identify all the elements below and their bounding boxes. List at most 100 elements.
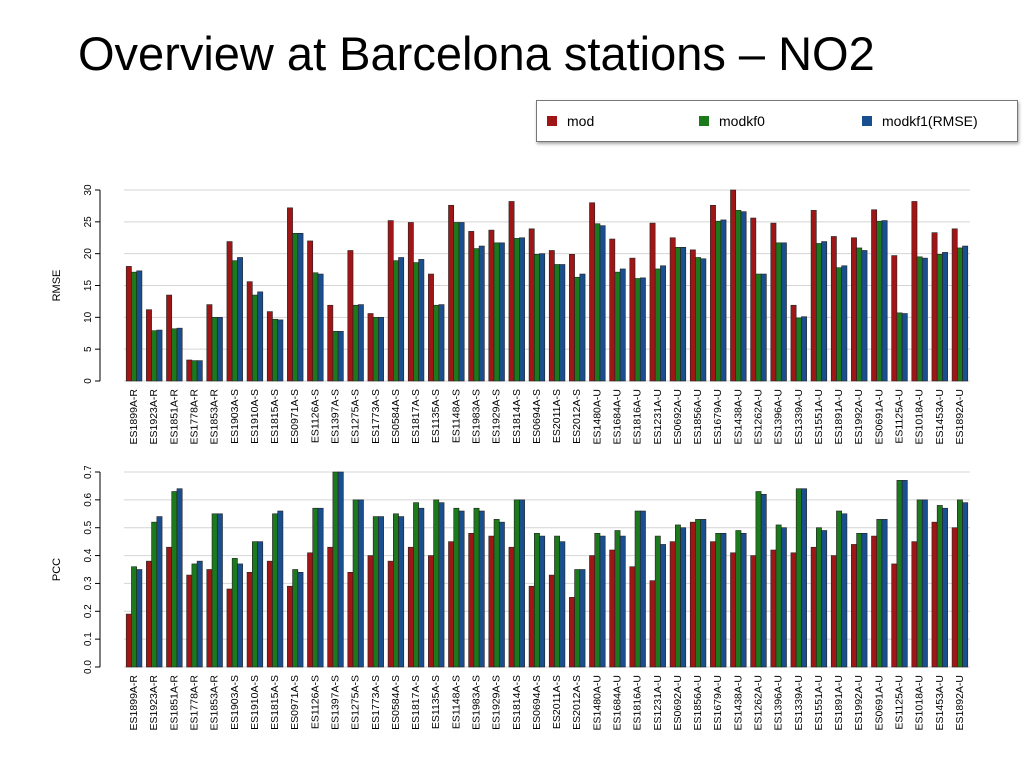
rmse-bar — [916, 256, 923, 382]
pcc-category-label: ES1018A-U — [914, 675, 926, 730]
pcc-bar — [654, 535, 661, 668]
pcc-bar — [211, 513, 218, 668]
rmse-bar — [931, 232, 938, 382]
rmse-bar — [312, 272, 319, 382]
rmse-bar — [171, 328, 178, 382]
pcc-category-label: ES1778A-R — [189, 675, 201, 731]
pcc-bar — [257, 541, 264, 668]
rmse-bar — [398, 257, 405, 382]
pcc-bar — [901, 480, 908, 668]
rmse-category-label: ES1851A-R — [168, 389, 180, 445]
pcc-bar — [609, 549, 616, 668]
pcc-bar — [266, 560, 273, 668]
pcc-bar — [810, 546, 817, 668]
rmse-ytick-label: 15 — [83, 280, 94, 292]
pcc-category-label: ES0692A-U — [672, 675, 684, 730]
rmse-bar — [569, 254, 575, 382]
rmse-bar — [871, 209, 878, 382]
pcc-category-label: ES1892A-U — [954, 675, 966, 730]
rmse-bar — [881, 220, 888, 382]
pcc-bar — [534, 532, 540, 668]
pcc-bar — [478, 510, 485, 668]
rmse-category-label: ES1135A-S — [430, 389, 442, 443]
pcc-ytick-label: 0.3 — [83, 576, 94, 590]
pcc-bar — [836, 510, 842, 668]
pcc-bar — [312, 507, 319, 668]
rmse-bar — [156, 329, 163, 382]
rmse-bar — [740, 211, 747, 382]
rmse-bar — [272, 318, 278, 382]
pcc-category-label: ES1899A-R — [128, 675, 140, 731]
pcc-bar — [770, 549, 777, 668]
pcc-bar — [871, 535, 878, 668]
pcc-bar — [125, 613, 132, 668]
pcc-bar — [413, 502, 419, 668]
rmse-bar — [508, 201, 515, 382]
rmse-bar — [146, 309, 152, 382]
rmse-bar — [196, 360, 203, 382]
rmse-bar — [609, 238, 616, 382]
rmse-bar — [407, 222, 414, 382]
legend-swatch-modkf1 — [862, 116, 872, 126]
rmse-bar — [534, 254, 540, 382]
rmse-bar — [211, 317, 218, 382]
rmse-bar — [680, 247, 687, 382]
rmse-bar — [176, 327, 183, 382]
rmse-category-label: ES1892A-U — [954, 389, 966, 444]
pcc-bar — [891, 563, 898, 668]
rmse-bar — [131, 271, 137, 382]
pcc-bar — [841, 513, 848, 668]
pcc-bar — [750, 555, 757, 668]
pcc-bar — [790, 552, 797, 668]
pcc-bar — [660, 544, 666, 668]
pcc-bar — [896, 480, 903, 668]
pcc-bar — [816, 527, 822, 668]
rmse-category-label: ES1262A-U — [753, 389, 765, 444]
pcc-bar — [780, 527, 787, 668]
pcc-category-label: ES1773A-S — [370, 675, 382, 730]
pcc-y-axis-label: PCC — [51, 558, 63, 581]
rmse-bar — [750, 217, 757, 382]
rmse-bar — [448, 204, 455, 382]
pcc-bar — [775, 524, 782, 668]
rmse-bar — [891, 255, 898, 382]
rmse-bar — [957, 247, 963, 382]
pcc-category-label: ES1891A-U — [833, 675, 845, 730]
rmse-category-label: ES1910A-S — [249, 389, 261, 444]
rmse-bar — [393, 260, 399, 382]
pcc-category-label: ES1148A-S — [450, 675, 462, 729]
pcc-bar — [216, 513, 223, 668]
pcc-category-label: ES1814A-S — [511, 675, 523, 730]
rmse-ytick-label: 25 — [83, 216, 94, 228]
pcc-bar-chart: 0.0 0.1 0.2 0.3 0.4 0.5 0.6 0.7 PCC ES1899A-R ES19… — [51, 466, 970, 731]
rmse-bar — [367, 313, 374, 382]
pcc-bar — [911, 541, 918, 668]
pcc-category-label: ES1815A-S — [269, 675, 281, 730]
rmse-bar — [493, 242, 500, 382]
pcc-category-label: ES1231A-U — [652, 675, 664, 730]
rmse-bar — [936, 254, 943, 382]
rmse-bar — [589, 202, 596, 382]
rmse-category-label: ES1438A-U — [732, 389, 744, 444]
rmse-bar — [237, 257, 243, 382]
pcc-bar — [830, 555, 837, 668]
pcc-bar — [519, 499, 525, 668]
rmse-bar — [554, 264, 560, 382]
pcc-bar — [715, 532, 722, 668]
rmse-bar — [689, 249, 696, 382]
pcc-bar — [156, 516, 163, 668]
pcc-bar — [856, 532, 863, 668]
pcc-bar — [398, 516, 405, 668]
pcc-category-label: ES1262A-U — [753, 675, 765, 730]
rmse-bar — [816, 243, 822, 382]
pcc-category-label: ES1853A-R — [209, 675, 221, 731]
rmse-bar — [252, 294, 258, 382]
rmse-bar — [710, 204, 716, 382]
rmse-category-label: ES1018A-U — [914, 389, 926, 444]
rmse-bar — [810, 210, 817, 382]
pcc-bar — [710, 541, 716, 668]
rmse-bar — [488, 229, 495, 382]
rmse-bar — [136, 270, 143, 382]
rmse-bar — [851, 237, 857, 382]
rmse-bar — [327, 304, 334, 382]
